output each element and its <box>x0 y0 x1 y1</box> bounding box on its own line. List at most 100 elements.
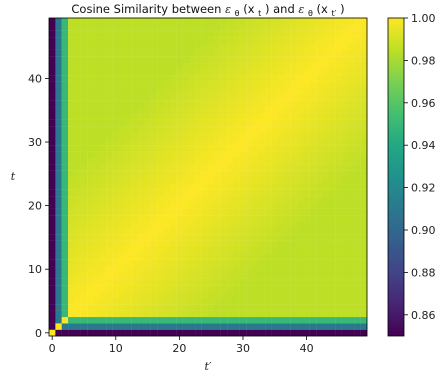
heatmap-cell <box>265 227 272 235</box>
heatmap-cell <box>125 227 132 235</box>
heatmap-cell <box>49 75 56 82</box>
heatmap-cell <box>227 316 234 324</box>
heatmap-cell <box>335 285 342 292</box>
heatmap-cell <box>182 81 190 89</box>
heatmap-cell <box>360 234 368 241</box>
heatmap-cell <box>68 56 75 63</box>
heatmap-cell <box>87 285 94 292</box>
heatmap-cell <box>118 24 126 31</box>
heatmap-cell <box>335 189 342 197</box>
heatmap-cell <box>176 253 183 260</box>
heatmap-cell <box>80 126 88 133</box>
heatmap-cell <box>138 221 145 229</box>
heatmap-cell <box>271 56 279 63</box>
heatmap-cell <box>163 227 170 235</box>
heatmap-cell <box>271 24 279 31</box>
heatmap-cell <box>252 113 260 120</box>
heatmap-cell <box>309 157 317 165</box>
heatmap-cell <box>87 107 94 114</box>
heatmap-cell <box>322 285 329 292</box>
heatmap-cell <box>61 259 69 267</box>
heatmap-cell <box>309 81 317 89</box>
heatmap-cell <box>328 253 336 260</box>
heatmap-cell <box>246 170 253 178</box>
heatmap-cell <box>277 208 285 216</box>
heatmap-cell <box>214 107 221 114</box>
heatmap-cell <box>284 132 291 139</box>
heatmap-cell <box>354 310 361 318</box>
heatmap-cell <box>112 202 120 209</box>
heatmap-cell <box>68 81 75 89</box>
heatmap-cell <box>354 87 361 95</box>
heatmap-cell <box>87 100 94 108</box>
heatmap-cell <box>144 196 151 203</box>
heatmap-cell <box>74 164 81 171</box>
heatmap-cell <box>61 37 69 44</box>
heatmap-cell <box>252 75 260 82</box>
heatmap-cell <box>277 30 285 38</box>
heatmap-cell <box>93 119 101 127</box>
heatmap-cell <box>150 100 158 108</box>
heatmap-cell <box>239 278 247 286</box>
heatmap-cell <box>303 196 310 203</box>
heatmap-cell <box>316 323 323 330</box>
heatmap-cell <box>303 126 310 133</box>
heatmap-cell <box>258 316 266 324</box>
heatmap-cell <box>220 297 228 305</box>
heatmap-cell <box>176 43 183 50</box>
heatmap-cell <box>271 138 279 146</box>
heatmap-cell <box>335 138 342 146</box>
heatmap-cell <box>309 164 317 171</box>
heatmap-cell <box>61 196 69 203</box>
heatmap-cell <box>68 246 75 254</box>
heatmap-cell <box>80 259 88 267</box>
heatmap-cell <box>74 323 81 330</box>
heatmap-cell <box>233 145 240 152</box>
heatmap-cell <box>93 253 101 260</box>
heatmap-cell <box>131 215 139 222</box>
heatmap-cell <box>252 215 260 222</box>
heatmap-cell <box>208 304 215 311</box>
heatmap-cell <box>80 94 88 101</box>
heatmap-cell <box>87 323 94 330</box>
heatmap-cell <box>80 37 88 44</box>
heatmap-cell <box>258 227 266 235</box>
heatmap-cell <box>233 246 240 254</box>
heatmap-cell <box>61 113 69 120</box>
heatmap-cell <box>201 62 209 70</box>
heatmap-cell <box>354 285 361 292</box>
heatmap-cell <box>328 278 336 286</box>
heatmap-cell <box>80 297 88 305</box>
heatmap-cell <box>49 227 56 235</box>
heatmap-cell <box>252 316 260 324</box>
heatmap-cell <box>118 170 126 178</box>
heatmap-cell <box>68 297 75 305</box>
heatmap-cell <box>303 113 310 120</box>
heatmap-cell <box>150 62 158 70</box>
heatmap-cell <box>99 100 107 108</box>
heatmap-cell <box>99 113 107 120</box>
heatmap-cell <box>87 126 94 133</box>
heatmap-cell <box>227 215 234 222</box>
heatmap-cell <box>144 215 151 222</box>
heatmap-cell <box>138 43 145 50</box>
heatmap-cell <box>87 138 94 146</box>
heatmap-cell <box>157 272 164 279</box>
heatmap-cell <box>150 240 158 248</box>
heatmap-cell <box>112 221 120 229</box>
heatmap-cell <box>55 278 62 286</box>
heatmap-cell <box>49 196 56 203</box>
heatmap-cell <box>360 94 368 101</box>
heatmap-cell <box>49 164 56 171</box>
heatmap-cell <box>131 119 139 127</box>
heatmap-cell <box>125 113 132 120</box>
heatmap-cell <box>138 18 145 25</box>
heatmap-cell <box>290 113 298 120</box>
heatmap-cell <box>309 87 317 95</box>
heatmap-cell <box>99 316 107 324</box>
heatmap-cell <box>201 227 209 235</box>
heatmap-cell <box>118 285 126 292</box>
heatmap-cell <box>188 43 196 50</box>
heatmap-cell <box>169 81 177 89</box>
heatmap-cell <box>297 234 304 241</box>
